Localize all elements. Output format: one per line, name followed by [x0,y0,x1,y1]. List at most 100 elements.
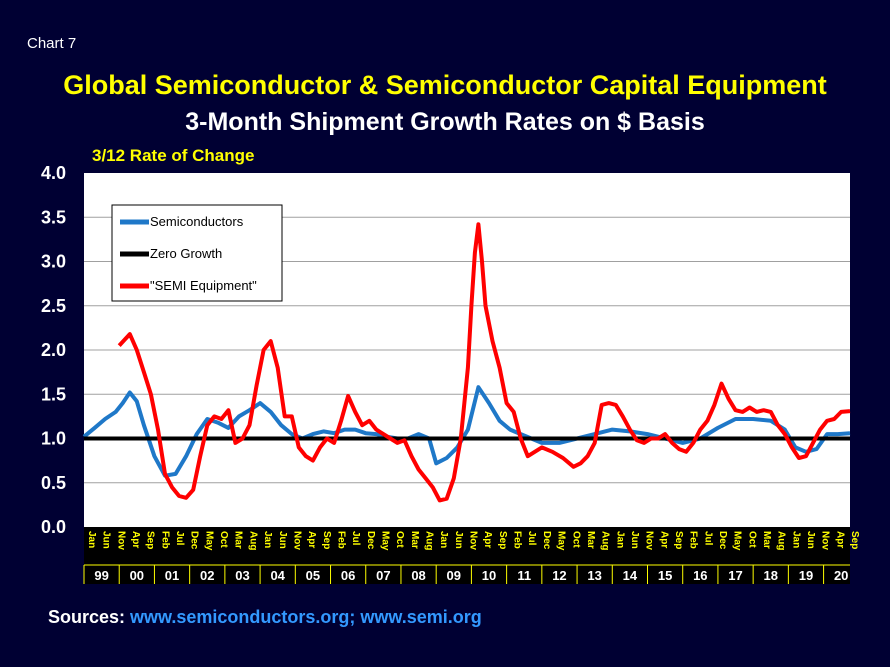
x-year-label: 09 [447,568,461,583]
x-month-label: Jun [101,531,112,549]
x-month-label: Mar [409,531,420,549]
x-year-label: 12 [552,568,566,583]
x-month-label: Oct [394,531,405,548]
y-tick-label: 3.0 [41,252,66,272]
x-month-label: Jan [438,531,449,548]
x-year-label: 14 [623,568,638,583]
x-month-label: Apr [306,531,317,548]
x-year-label: 19 [799,568,813,583]
x-month-label: Nov [468,531,479,550]
x-year-label: 02 [200,568,214,583]
x-month-label: Apr [658,531,669,548]
x-year-label: 00 [130,568,144,583]
x-month-label: Oct [570,531,581,548]
x-year-label: 99 [94,568,108,583]
y-tick-label: 0.5 [41,473,66,493]
x-month-label: Jul [526,531,537,546]
y-axis-label: 3/12 Rate of Change [92,146,255,165]
x-year-label: 20 [834,568,848,583]
x-month-label: Jul [174,531,185,546]
x-month-label: Apr [482,531,493,548]
x-month-label: Sep [849,531,860,549]
x-month-label: Jan [614,531,625,548]
sources-line: Sources: www.semiconductors.org; www.sem… [48,607,482,628]
x-month-label: Sep [673,531,684,549]
x-month-label: Dec [717,531,728,550]
x-month-label: Aug [776,531,787,550]
x-month-label: Dec [541,531,552,550]
sources-links[interactable]: www.semiconductors.org; www.semi.org [130,607,482,627]
x-month-label: Jun [805,531,816,549]
x-year-label: 18 [764,568,778,583]
x-month-label: May [556,531,567,551]
x-month-label: Jul [702,531,713,546]
series-semi-equipment-line [117,222,851,503]
y-tick-label: 0.0 [41,517,66,537]
x-month-label: Mar [761,531,772,549]
x-month-label: Dec [365,531,376,550]
y-tick-label: 2.5 [41,296,66,316]
x-year-label: 15 [658,568,672,583]
x-year-label: 05 [306,568,320,583]
y-tick-label: 1.5 [41,384,66,404]
x-month-label: May [379,531,390,551]
legend-label-semiconductors: Semiconductors [150,214,244,229]
x-month-label: Nov [644,531,655,550]
x-month-label: Apr [834,531,845,548]
x-year-label: 01 [165,568,179,583]
x-month-label: Dec [189,531,200,550]
x-month-label: Aug [600,531,611,550]
y-tick-label: 3.5 [41,207,66,227]
x-year-label: 07 [376,568,390,583]
x-month-label: Jul [350,531,361,546]
x-year-label: 16 [693,568,707,583]
x-month-label: Oct [218,531,229,548]
x-month-label: Aug [247,531,258,550]
x-year-label: 17 [728,568,742,583]
x-axis-band [84,527,850,584]
x-month-label: Jan [262,531,273,548]
x-year-label: 04 [270,568,285,583]
x-month-label: Jan [86,531,97,548]
y-axis-ticks: 4.0 3.5 3.0 2.5 2.0 1.5 1.0 0.5 0.0 [41,163,66,537]
x-month-label: Feb [688,531,699,549]
legend: Semiconductors Zero Growth "SEMI Equipme… [111,204,283,302]
chart-number: Chart 7 [27,35,77,52]
x-month-label: Mar [233,531,244,549]
sources-label: Sources: [48,607,126,627]
x-month-label: Feb [512,531,523,549]
x-month-label: May [732,531,743,551]
x-year-label: 03 [235,568,249,583]
y-tick-label: 1.0 [41,429,66,449]
x-month-label: Mar [585,531,596,549]
chart-subtitle: 3-Month Shipment Growth Rates on $ Basis [185,108,705,136]
y-tick-label: 4.0 [41,163,66,183]
x-month-label: Nov [115,531,126,550]
x-month-label: Jun [453,531,464,549]
series-lines [82,222,851,503]
legend-label-semi-equipment: "SEMI Equipment" [150,278,257,293]
x-month-label: Feb [335,531,346,549]
x-month-label: Apr [130,531,141,548]
x-month-label: Sep [497,531,508,549]
legend-label-zero-growth: Zero Growth [150,246,222,261]
x-year-label: 13 [587,568,601,583]
x-month-label: Feb [159,531,170,549]
x-year-label: 10 [482,568,496,583]
chart-title: Global Semiconductor & Semiconductor Cap… [63,70,827,100]
x-year-label: 11 [517,568,531,583]
x-year-label: 06 [341,568,355,583]
x-month-label: Jun [629,531,640,549]
x-month-label: Nov [820,531,831,550]
x-axis-ticks: Jan Jun Nov Apr Sep Feb Jul Dec May Oct Mar Aug Jan J… [83,531,860,584]
x-month-label: Nov [291,531,302,550]
x-month-label: Jan [790,531,801,548]
y-tick-label: 2.0 [41,340,66,360]
x-month-label: Jun [277,531,288,549]
x-month-label: Aug [424,531,435,550]
x-year-label: 08 [411,568,425,583]
x-month-label: Sep [321,531,332,549]
x-month-label: Oct [746,531,757,548]
x-month-label: Sep [145,531,156,549]
